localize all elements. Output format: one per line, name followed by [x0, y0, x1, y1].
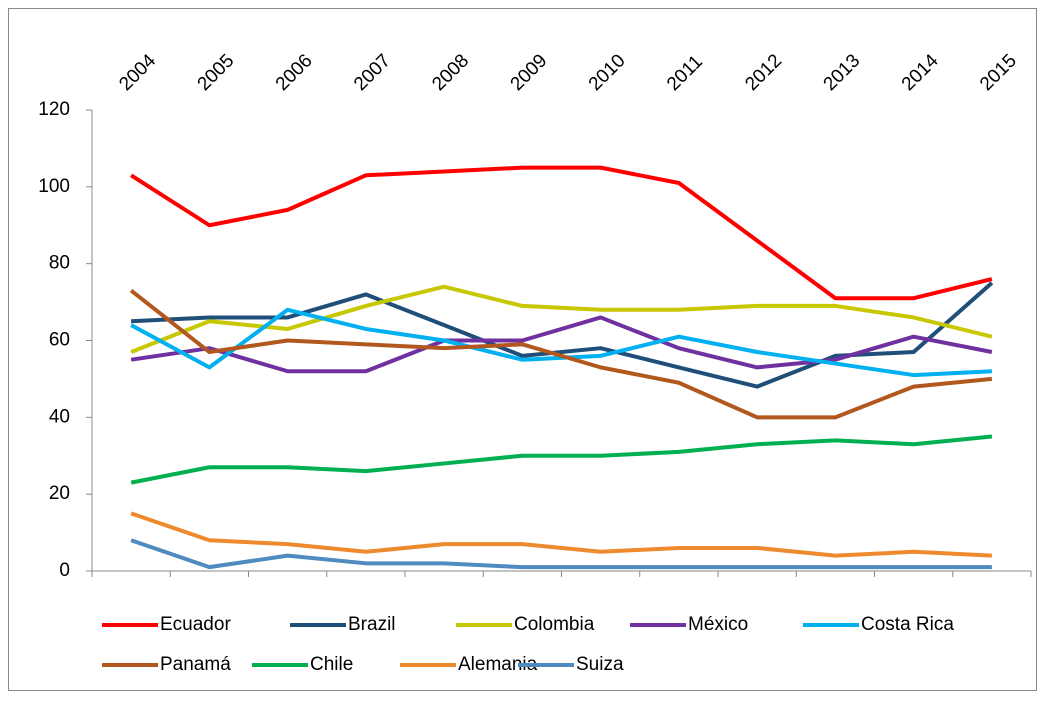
- series-line: [130, 434, 993, 485]
- legend-label: Ecuador: [160, 614, 231, 635]
- y-tick-label: 20: [49, 483, 70, 504]
- y-tick-label: 80: [49, 253, 70, 274]
- legend-label: Colombia: [514, 614, 595, 635]
- y-tick-label: 0: [59, 560, 70, 581]
- series-line: [130, 315, 993, 374]
- chart-frame: [8, 8, 1037, 691]
- y-tick-label: 40: [49, 406, 70, 427]
- legend-label: Costa Rica: [861, 614, 954, 635]
- y-tick-label: 120: [38, 99, 70, 120]
- legend-label: Chile: [310, 654, 353, 675]
- legend-label: Alemania: [458, 654, 538, 675]
- series-line: [130, 165, 993, 301]
- legend-label: México: [688, 614, 748, 635]
- series-line: [130, 538, 992, 570]
- series-line: [130, 511, 992, 558]
- legend-label: Suiza: [576, 654, 624, 675]
- legend-label: Panamá: [160, 654, 231, 675]
- y-tick-label: 60: [49, 330, 70, 351]
- series-line: [130, 284, 993, 354]
- y-tick-label: 100: [38, 176, 70, 197]
- series-line: [129, 288, 993, 420]
- legend-label: Brazil: [348, 614, 396, 635]
